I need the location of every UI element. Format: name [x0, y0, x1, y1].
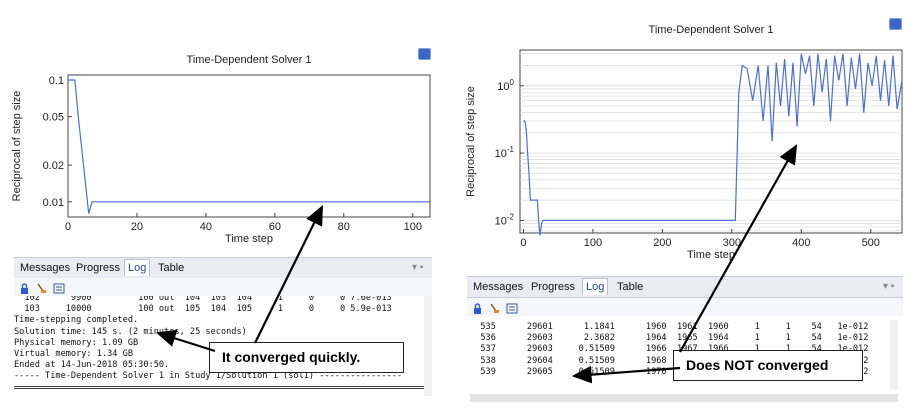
left-plot: Time-Dependent Solver 1 0 20 40 60 80 100 0.1 0.…	[11, 54, 431, 245]
log-line: 103 10000 100 out 105 104 105 1 0 0 5.9e…	[14, 304, 392, 315]
right-log-scrollbar[interactable]	[890, 320, 898, 390]
panel-gap	[440, 0, 462, 413]
y-axis-label: Reciprocal of step size	[11, 91, 23, 202]
callout-converged: It converged quickly.	[209, 342, 404, 373]
y-tick-label: 0.05	[43, 112, 64, 124]
log-line: Ended at 14-Jun-2018 05:30:50.	[14, 360, 170, 371]
left-tab-bar: Messages Progress Log Table ▾ ▪	[14, 257, 432, 279]
plot-settings-icon[interactable]	[418, 48, 431, 60]
x-axis-label: Time step	[225, 233, 273, 245]
x-tick-label: 80	[338, 221, 350, 233]
right-solver-panel: Time-Dependent Solver 1 0 100 200 300 400 500 1…	[462, 0, 924, 413]
y-tick-label: 10-1	[495, 145, 515, 160]
right-tab-bar: Messages Progress Log Table ▾ ▪	[467, 276, 903, 298]
log-line: 535 29601 1.1841 1960 1961 1960 1 1 54 1…	[470, 322, 869, 332]
x-tick-label: 200	[653, 237, 671, 249]
x-tick-label: 400	[792, 237, 810, 249]
right-log-toolbar	[467, 298, 903, 316]
x-tick-label: 20	[131, 221, 143, 233]
plot-frame	[67, 74, 431, 218]
lock-icon[interactable]	[472, 301, 483, 314]
log-separator	[14, 385, 424, 389]
x-tick-label: 40	[200, 221, 212, 233]
x-tick-label: 100	[584, 237, 602, 249]
callout-not-converged: Does NOT converged	[673, 350, 863, 381]
x-tick-label: 0	[520, 237, 526, 249]
log-line: Virtual memory: 1.34 GB	[14, 349, 133, 360]
y-tick-label: 10-2	[495, 212, 515, 227]
log-line: Physical memory: 1.09 GB	[14, 337, 139, 348]
tab-log[interactable]: Log	[582, 278, 609, 295]
x-axis-label: Time step	[687, 249, 735, 261]
y-tick-label: 100	[497, 78, 514, 93]
right-log-hscrollbar[interactable]	[470, 394, 898, 402]
x-tick-label: 100	[404, 221, 422, 233]
tab-log[interactable]: Log	[124, 259, 151, 276]
log-line: ----- Time-Dependent Solver 1 in Study 1…	[14, 371, 403, 382]
plot-title: Time-Dependent Solver 1	[649, 24, 774, 36]
series-line	[523, 53, 903, 236]
tab-progress[interactable]: Progress	[76, 262, 121, 274]
x-tick-label: 60	[269, 221, 281, 233]
x-tick-label: 500	[862, 237, 880, 249]
log-line: Solution time: 145 s. (2 minutes, 25 sec…	[14, 326, 247, 337]
collapse-icon[interactable]: ▾ ▪	[883, 281, 895, 292]
left-solver-panel: Time-Dependent Solver 1 0 20 40 60 80 100 0.1 0.…	[0, 0, 440, 413]
plot-title: Time-Dependent Solver 1	[187, 54, 312, 66]
y-axis-label: Reciprocal of step size	[465, 86, 477, 197]
log-line: 102 9900 100 out 104 103 104 1 0 0 7.6e-…	[14, 296, 392, 303]
plot-settings-icon[interactable]	[889, 18, 902, 30]
y-tick-label: 0.01	[43, 197, 64, 209]
x-tick-label: 0	[65, 221, 71, 233]
x-tick-label: 300	[723, 237, 741, 249]
collapse-icon[interactable]: ▾ ▪	[412, 262, 424, 273]
left-log-scrollbar[interactable]	[424, 296, 432, 396]
export-log-icon[interactable]	[53, 281, 65, 294]
tab-messages[interactable]: Messages	[473, 281, 524, 293]
y-tick-label: 0.1	[49, 75, 64, 87]
log-line: Time-stepping completed.	[14, 315, 139, 326]
y-tick-label: 0.02	[43, 160, 64, 172]
left-log-toolbar	[14, 278, 432, 296]
right-plot: Time-Dependent Solver 1 0 100 200 300 400 500 1…	[465, 24, 903, 261]
export-log-icon[interactable]	[506, 301, 518, 314]
log-line: 536 29603 2.3682 1964 1965 1964 1 1 54 1…	[470, 333, 869, 344]
clear-brush-icon[interactable]	[36, 281, 47, 293]
series-line	[68, 79, 430, 214]
tab-messages[interactable]: Messages	[20, 262, 71, 274]
tab-table[interactable]: Table	[617, 281, 644, 293]
clear-brush-icon[interactable]	[489, 301, 500, 313]
tab-table[interactable]: Table	[158, 262, 185, 274]
lock-icon[interactable]	[19, 281, 30, 294]
tab-progress[interactable]: Progress	[531, 281, 576, 293]
